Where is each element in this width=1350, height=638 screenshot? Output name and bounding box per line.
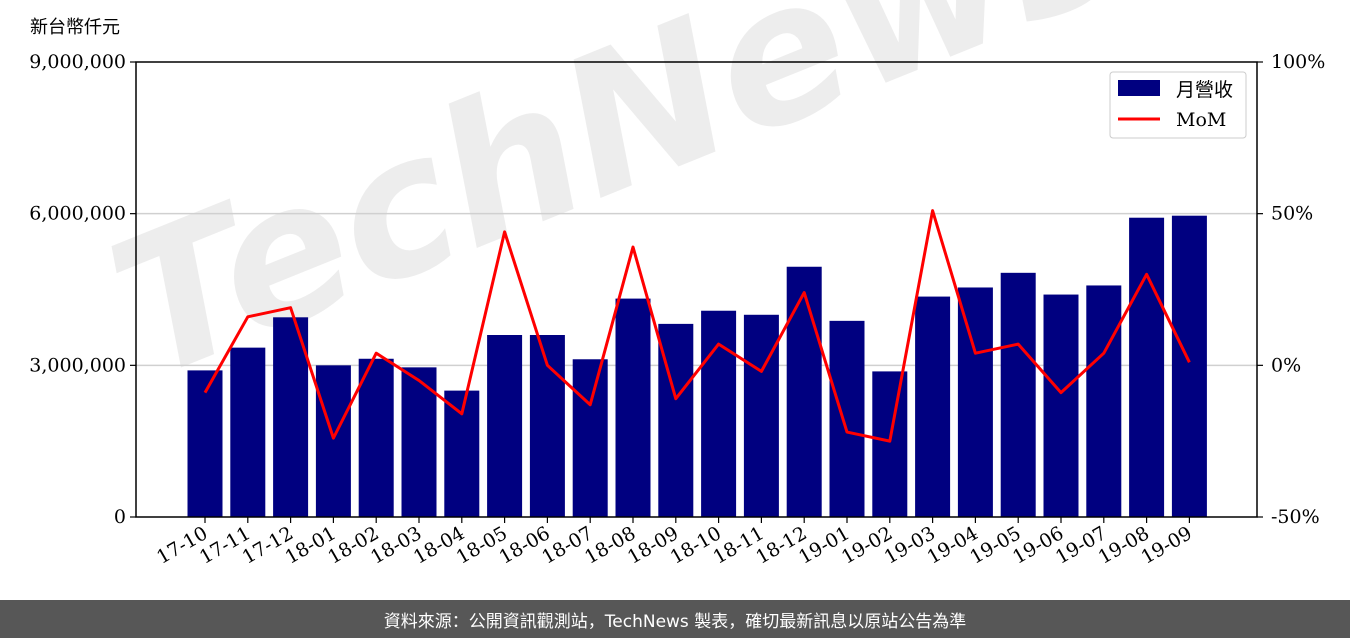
revenue-bar	[487, 335, 523, 517]
revenue-bar	[572, 359, 608, 517]
y-left-tick-label: 6,000,000	[29, 203, 126, 225]
revenue-bar	[829, 320, 865, 517]
revenue-bar	[1086, 285, 1122, 517]
revenue-bar	[358, 358, 394, 517]
y-right-tick-label: 0%	[1271, 354, 1301, 376]
bar-series	[187, 215, 1207, 517]
y-right-tick-label: 50%	[1271, 203, 1313, 225]
y-left-tick-label: 3,000,000	[29, 354, 126, 376]
revenue-bar	[1043, 294, 1079, 517]
y-left-tick-label: 9,000,000	[29, 51, 126, 73]
mom-line-series	[203, 209, 1191, 443]
plot-frame	[135, 61, 1258, 518]
footer-text: 資料來源：公開資訊觀測站，TechNews 製表，確切最新訊息以原站公告為準	[383, 611, 967, 632]
source-footer: 資料來源：公開資訊觀測站，TechNews 製表，確切最新訊息以原站公告為準	[0, 600, 1350, 638]
y-left-tick-label: 0	[114, 506, 126, 528]
legend-bar-swatch	[1118, 80, 1160, 96]
revenue-bar	[786, 266, 822, 517]
y-axis-unit-label: 新台幣仟元	[30, 17, 120, 38]
revenue-bar	[872, 371, 908, 517]
revenue-bar	[957, 287, 993, 517]
revenue-bar	[915, 296, 951, 517]
revenue-bar	[401, 367, 437, 517]
revenue-bar	[615, 298, 651, 517]
legend: 月營收 MoM	[1109, 71, 1247, 139]
revenue-bar	[315, 365, 351, 517]
revenue-bar	[701, 310, 737, 517]
chart-canvas: TechNews 03,000,0006,000,0009,000,000-50…	[29, 0, 1325, 569]
revenue-bar	[1171, 215, 1207, 517]
revenue-bar	[743, 314, 779, 517]
x-tick-label: 19-09	[1137, 522, 1195, 568]
revenue-bar	[1000, 272, 1036, 517]
revenue-bar	[273, 317, 309, 517]
revenue-chart: TechNews 0 3,000,000 6,000,000 9,000,000 -50…	[29, 0, 1325, 569]
mom-line	[203, 209, 1191, 443]
legend-label-mom: MoM	[1176, 109, 1226, 131]
revenue-bar	[187, 370, 223, 517]
revenue-bar	[230, 347, 266, 517]
y-right-tick-label: -50%	[1271, 506, 1320, 528]
legend-label-revenue: 月營收	[1176, 79, 1233, 101]
revenue-bar	[1129, 217, 1165, 517]
y-right-tick-label: 100%	[1271, 51, 1325, 73]
